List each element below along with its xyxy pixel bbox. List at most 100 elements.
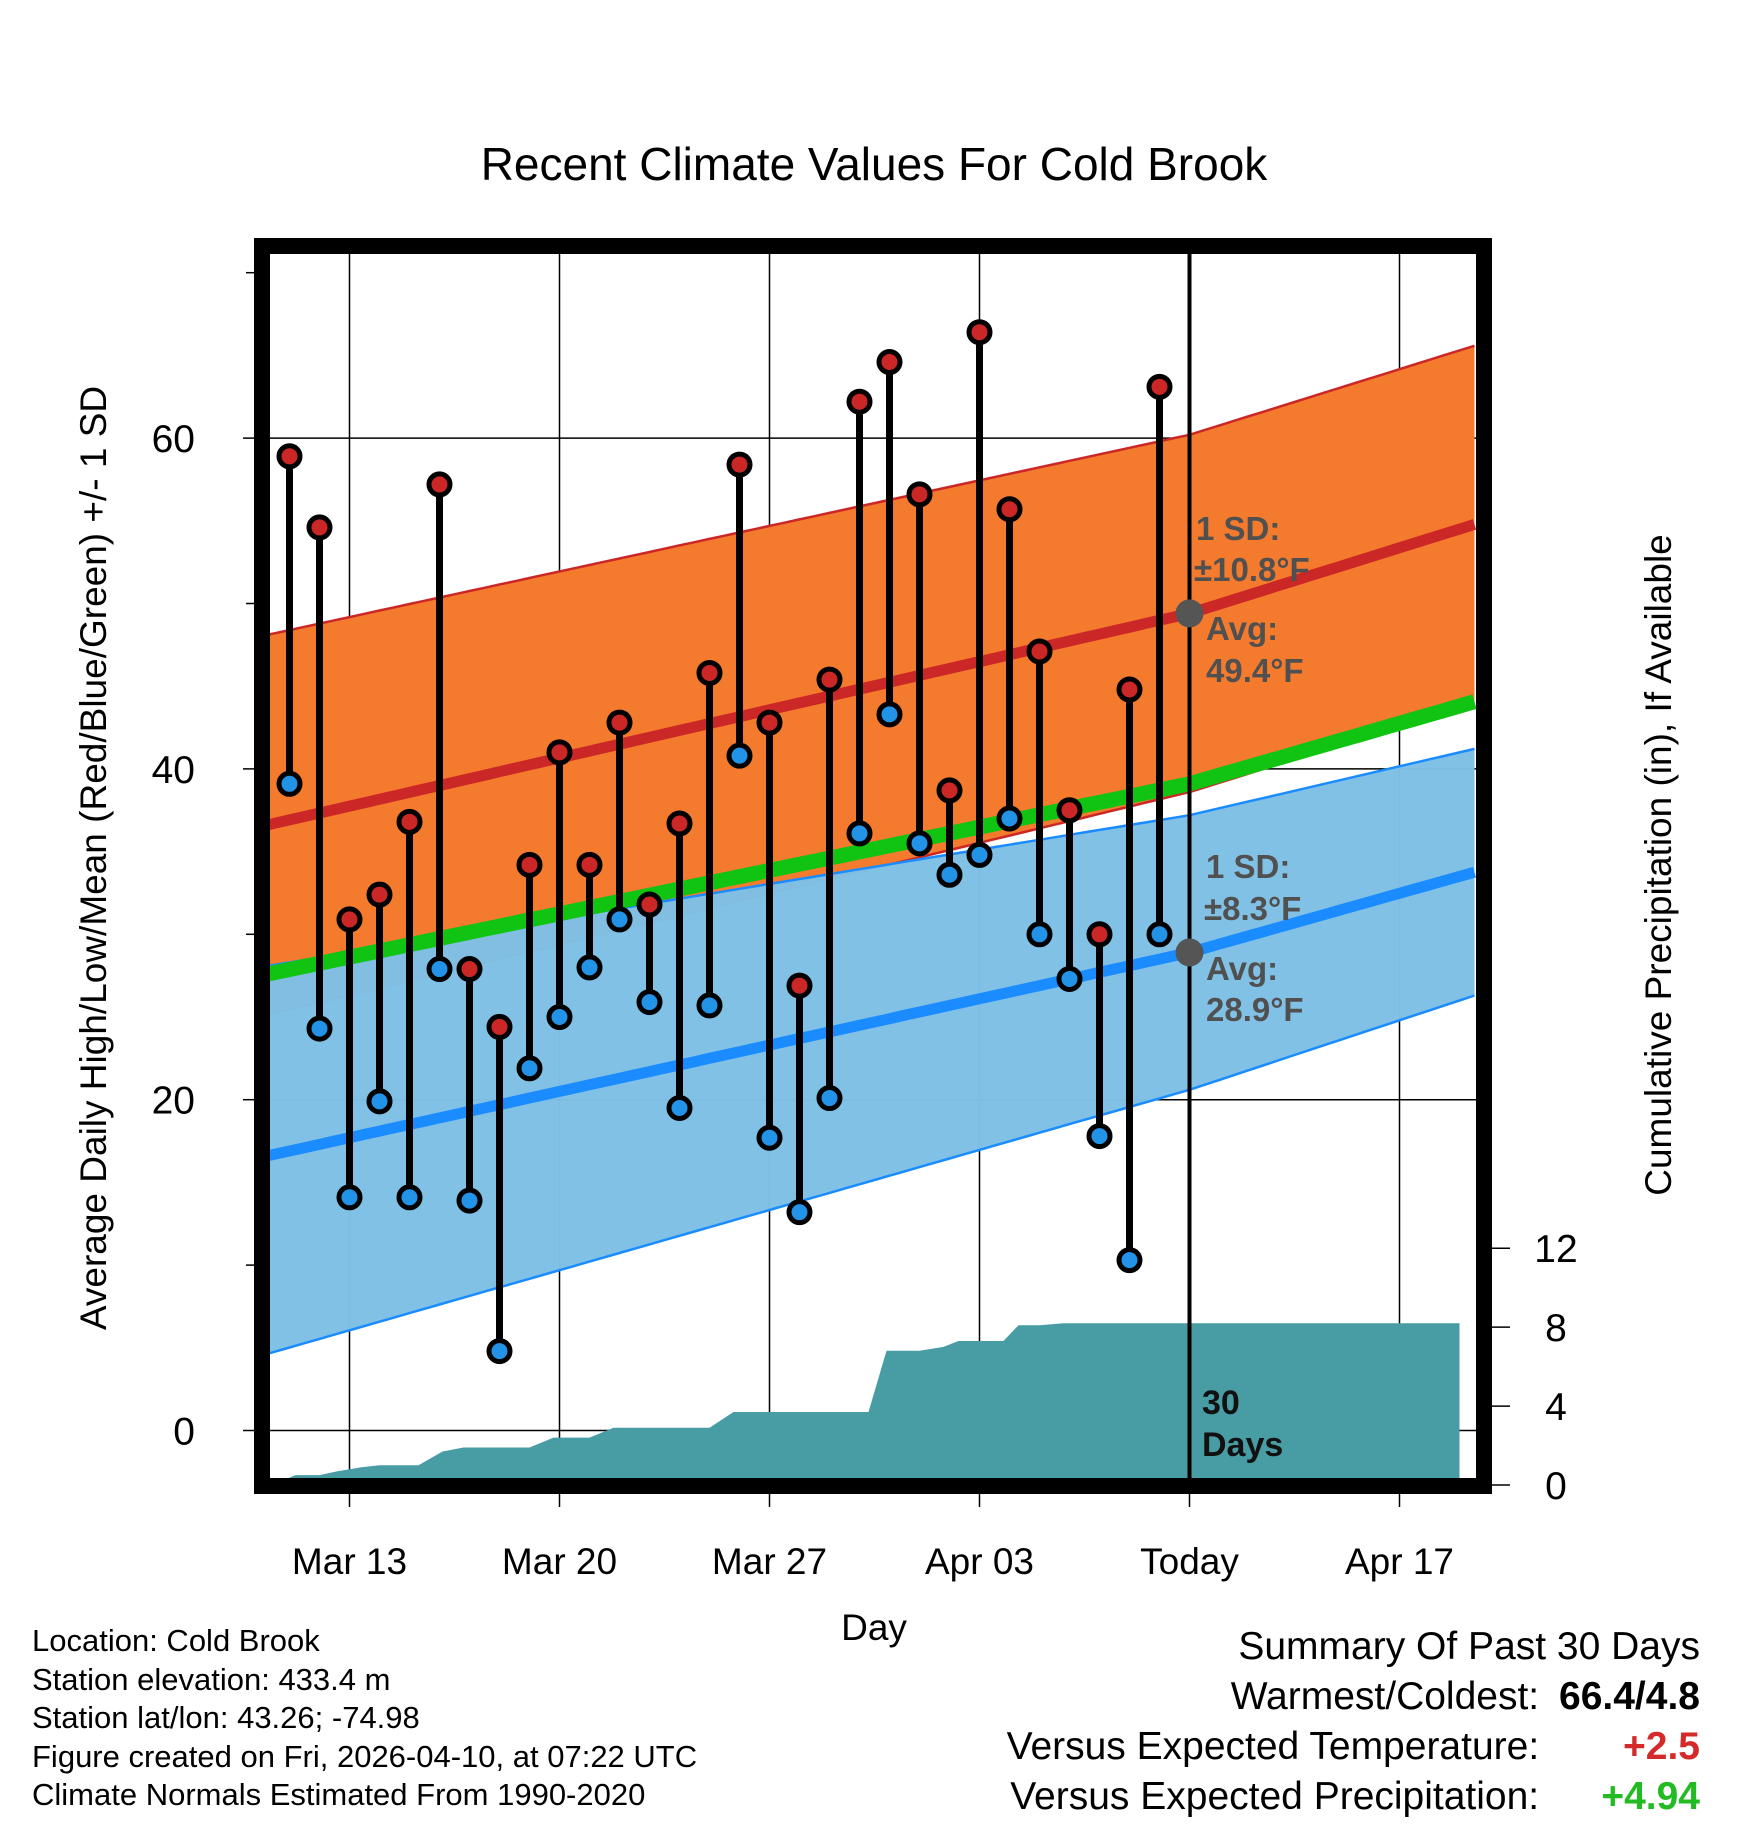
daily-high-point [426, 471, 453, 498]
daily-low-point [786, 1199, 813, 1226]
daily-low-point [696, 992, 723, 1019]
today-days-number: 30 [1202, 1384, 1240, 1422]
normal-low-band [262, 748, 1475, 1356]
daily-high-point [546, 739, 573, 766]
normal-low-lower-line [262, 994, 1475, 1357]
normal-low-avg-line [262, 866, 1476, 1163]
high-avg-marker [1175, 599, 1204, 628]
y-tick-label: 60 [152, 418, 195, 461]
warm-cold-row: Warmest/Coldest: 66.4/4.8 [1007, 1672, 1700, 1722]
x-axis-label: Day [841, 1607, 907, 1648]
x-tick-label: Mar 20 [502, 1541, 617, 1582]
daily-low-point [936, 861, 963, 888]
latlon-text: Station lat/lon: 43.26; -74.98 [32, 1700, 420, 1735]
daily-low-point [336, 1184, 363, 1211]
low-avg-label: Avg: [1206, 950, 1278, 987]
normals-text: Climate Normals Estimated From 1990-2020 [32, 1777, 646, 1812]
daily-low-point [906, 830, 933, 857]
daily-high-point [396, 808, 423, 835]
daily-low-point [726, 742, 753, 769]
temp-row: Versus Expected Temperature: +2.5 [1007, 1722, 1700, 1772]
daily-high-point [1026, 638, 1053, 665]
created-text: Figure created on Fri, 2026-04-10, at 07… [32, 1738, 698, 1774]
daily-low-point [516, 1055, 543, 1082]
plot-area: 1 SD: ±10.8°F Avg: 49.4°F 1 SD: ±8.3°F Avg: 28.… [152, 238, 1578, 1582]
daily-high-point [456, 956, 483, 983]
daily-low-point [756, 1124, 783, 1151]
elevation-text: Station elevation: 433.4 m [32, 1661, 391, 1697]
daily-low-point [1086, 1123, 1113, 1150]
daily-high-point [966, 319, 993, 346]
daily-high-point [1116, 676, 1143, 703]
daily-low-point [816, 1085, 843, 1112]
y-tick-label: 20 [152, 1080, 195, 1123]
daily-low-point [606, 906, 633, 933]
x-tick-label: Today [1140, 1541, 1239, 1582]
daily-low-point [396, 1184, 423, 1211]
daily-low-point [426, 956, 453, 983]
daily-low-point [546, 1004, 573, 1030]
y2-axis-label: Cumulative Precipitation (in), If Availa… [1638, 534, 1679, 1196]
daily-high-point [756, 709, 783, 736]
daily-low-point [276, 770, 303, 797]
daily-high-point [936, 777, 963, 804]
daily-low-point [486, 1338, 513, 1365]
daily-high-point [366, 881, 393, 908]
low-sd-value: ±8.3°F [1204, 890, 1301, 927]
daily-high-point [696, 659, 723, 686]
daily-high-point [726, 451, 753, 478]
daily-low-point [1116, 1247, 1143, 1274]
daily-low-point [366, 1088, 393, 1115]
low-avg-value: 28.9°F [1206, 991, 1304, 1028]
precip-value: +4.94 [1601, 1775, 1700, 1818]
daily-high-point [816, 666, 843, 693]
daily-low-point [876, 701, 903, 728]
location-text: Location: Cold Brook [32, 1623, 320, 1658]
low-avg-marker [1175, 938, 1204, 967]
plot-frame [254, 238, 1492, 1494]
warm-cold-label: Warmest/Coldest: [1230, 1675, 1540, 1718]
daily-high-point [276, 443, 303, 470]
daily-high-point [576, 851, 603, 878]
today-days-unit: Days [1202, 1426, 1283, 1464]
daily-high-point [876, 349, 903, 376]
daily-low-point [1026, 921, 1053, 948]
daily-high-point [336, 906, 363, 933]
temp-value: +2.5 [1623, 1725, 1700, 1768]
daily-low-point [576, 954, 603, 981]
x-tick-label: Mar 13 [292, 1541, 407, 1582]
daily-high-point [1086, 921, 1113, 948]
daily-high-point [516, 851, 543, 878]
y2-tick-label: 0 [1545, 1465, 1567, 1508]
daily-high-point [666, 810, 693, 837]
daily-high-point [306, 514, 333, 541]
y2-tick-label: 12 [1534, 1228, 1577, 1271]
high-avg-label: Avg: [1206, 610, 1278, 647]
daily-high-point [996, 496, 1023, 523]
normal-mean-line [262, 694, 1477, 983]
warm-cold-value: 66.4/4.8 [1559, 1675, 1700, 1718]
daily-high-point [1056, 797, 1083, 824]
station-info: Location: Cold Brook Station elevation: … [32, 1622, 697, 1815]
y-tick-label: 40 [152, 749, 195, 792]
x-tick-label: Apr 03 [925, 1541, 1034, 1582]
precip-label: Versus Expected Precipitation: [1010, 1775, 1540, 1818]
daily-low-point [636, 989, 663, 1016]
daily-high-point [846, 388, 873, 415]
daily-high-point [906, 481, 933, 508]
daily-high-point [786, 972, 813, 999]
chart-title: Recent Climate Values For Cold Brook [481, 138, 1269, 190]
summary-title: Summary Of Past 30 Days [1238, 1625, 1700, 1668]
daily-low-point [1146, 921, 1173, 948]
y-tick-label: 0 [173, 1411, 195, 1454]
daily-high-point [486, 1013, 513, 1040]
y-axis-label: Average Daily High/Low/Mean (Red/Blue/Gr… [73, 386, 114, 1330]
daily-low-point [666, 1094, 693, 1121]
daily-high-point [1146, 373, 1173, 400]
y2-tick-label: 4 [1545, 1386, 1567, 1429]
x-tick-label: Mar 27 [712, 1541, 827, 1582]
low-sd-label: 1 SD: [1206, 848, 1290, 885]
daily-low-point [966, 841, 993, 868]
temp-label: Versus Expected Temperature: [1006, 1725, 1540, 1768]
